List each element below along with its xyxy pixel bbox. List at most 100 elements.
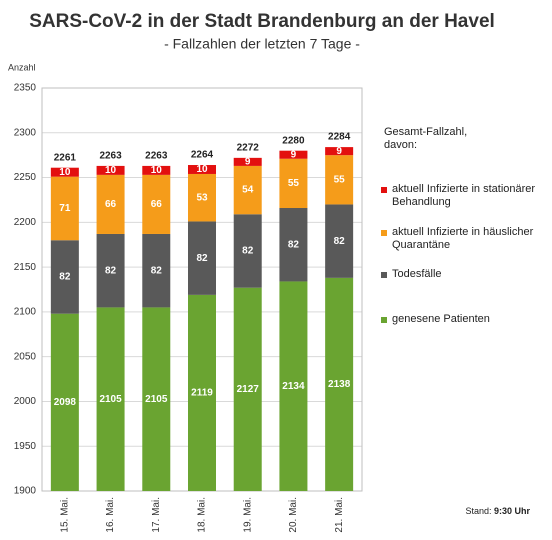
data-label: 82 <box>59 272 71 283</box>
data-label: 2138 <box>328 379 351 390</box>
data-label: 9 <box>336 146 342 157</box>
bar-segment <box>50 176 79 241</box>
data-label: 10 <box>59 167 71 178</box>
data-label: 9 <box>291 149 297 160</box>
bar-segment <box>188 221 216 295</box>
footer: Stand: 9:30 Uhr <box>465 506 530 516</box>
total-label: 2263 <box>99 151 122 162</box>
y-tick-label: 2250 <box>14 172 37 183</box>
bar-segment <box>279 208 308 282</box>
y-tick-label: 2050 <box>14 351 37 362</box>
data-label: 53 <box>196 192 208 203</box>
bar-segment <box>325 277 354 491</box>
bar-segment <box>50 167 79 177</box>
total-label: 2280 <box>282 135 305 146</box>
total-label: 2264 <box>191 150 214 161</box>
bar-segment <box>325 204 354 278</box>
legend-label: aktuell Infizierte in häuslicher Quarant… <box>392 226 534 251</box>
bar-segment <box>142 307 171 491</box>
bar-segment <box>325 147 354 156</box>
data-label: 71 <box>59 203 71 214</box>
y-tick-label: 2300 <box>14 127 37 138</box>
legend-swatch <box>381 230 387 236</box>
bar-segment <box>325 155 354 205</box>
data-label: 82 <box>105 265 117 276</box>
footer-time: 9:30 Uhr <box>493 506 530 516</box>
x-tick-label: 20. Mai. <box>288 497 299 533</box>
x-tick-label: 18. Mai. <box>197 497 208 533</box>
data-label: 82 <box>196 253 208 264</box>
data-label: 2105 <box>145 394 168 405</box>
data-label: 2127 <box>237 384 260 395</box>
legend-item: aktuell Infizierte in stationärer Behand… <box>381 183 546 209</box>
legend-swatch <box>381 317 387 323</box>
data-label: 66 <box>151 199 163 210</box>
legend-item: Todesfälle <box>381 268 546 281</box>
legend-item: genesene Patienten <box>381 313 546 326</box>
bar-segment <box>233 157 262 166</box>
bar-segment <box>96 307 125 491</box>
bar-segment <box>279 158 308 209</box>
data-label: 82 <box>288 239 300 250</box>
x-tick-label: 15. Mai. <box>59 497 70 533</box>
y-tick-label: 2350 <box>14 83 37 94</box>
chart-title: SARS-CoV-2 in der Stadt Brandenburg an d… <box>29 11 495 32</box>
x-tick-label: 17. Mai. <box>151 497 162 533</box>
bar-segment <box>96 233 125 308</box>
y-tick-label: 2100 <box>14 307 37 318</box>
y-tick-label: 1900 <box>14 486 37 497</box>
legend-item: aktuell Infizierte in häuslicher Quarant… <box>381 226 546 252</box>
y-tick-label: 1950 <box>14 441 37 452</box>
data-label: 82 <box>242 246 254 257</box>
bar-segment <box>188 165 216 174</box>
bar-segment <box>233 165 262 215</box>
bar-segment <box>50 313 79 491</box>
x-tick-label: 16. Mai. <box>105 497 116 533</box>
bar-segment <box>188 173 216 222</box>
legend-swatch <box>381 272 387 278</box>
bar-segment <box>188 294 216 491</box>
legend-label: Todesfälle <box>392 268 442 280</box>
x-tick-label: 21. Mai. <box>334 497 345 533</box>
footer-label: Stand: <box>465 506 492 516</box>
bar-segment <box>142 165 171 175</box>
total-label: 2263 <box>145 151 168 162</box>
data-label: 10 <box>105 165 117 176</box>
y-tick-label: 2200 <box>14 217 37 228</box>
y-axis-label: Anzahl <box>8 62 36 72</box>
bar-segment <box>96 165 125 175</box>
y-tick-label: 2150 <box>14 262 37 273</box>
data-label: 82 <box>334 236 346 247</box>
bar-segment <box>96 174 125 234</box>
bar-segment <box>279 281 308 491</box>
legend-title: Gesamt-Fallzahl, davon: <box>384 126 468 151</box>
total-label: 2284 <box>328 132 351 143</box>
data-label: 10 <box>151 165 163 176</box>
data-label: 55 <box>334 174 346 185</box>
total-label: 2272 <box>237 142 260 153</box>
data-label: 9 <box>245 157 251 168</box>
x-tick-label: 19. Mai. <box>242 497 253 533</box>
bar-segment <box>233 214 262 288</box>
legend-swatch <box>381 187 387 193</box>
bar-segment <box>50 240 79 314</box>
data-label: 82 <box>151 265 163 276</box>
data-label: 2098 <box>54 397 77 408</box>
data-label: 2134 <box>282 381 305 392</box>
bar-segment <box>279 150 308 159</box>
data-label: 55 <box>288 178 300 189</box>
y-tick-label: 2000 <box>14 396 37 407</box>
data-label: 10 <box>196 164 208 175</box>
chart-subtitle: - Fallzahlen der letzten 7 Tage - <box>164 36 360 52</box>
data-label: 2105 <box>99 394 122 405</box>
bar-segment <box>233 287 262 491</box>
data-label: 54 <box>242 185 254 196</box>
data-label: 2119 <box>191 388 213 399</box>
total-label: 2261 <box>54 152 77 163</box>
data-label: 66 <box>105 199 117 210</box>
legend-label: aktuell Infizierte in stationärer Behand… <box>392 183 536 208</box>
bar-segment <box>142 233 171 308</box>
bar-segment <box>142 174 171 234</box>
